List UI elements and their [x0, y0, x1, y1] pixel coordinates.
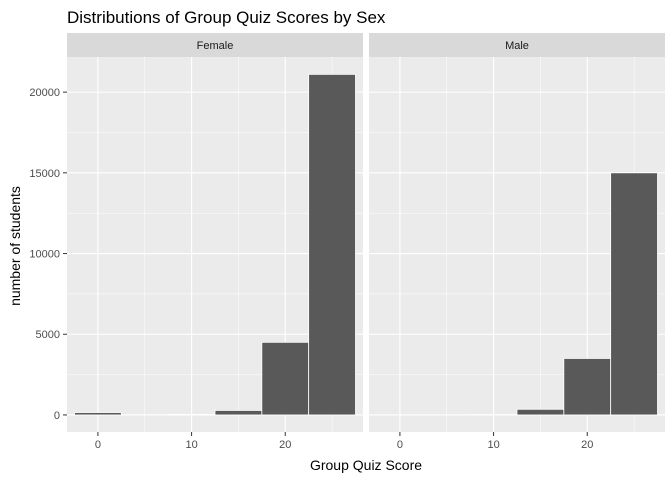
facet-strip-label: Female: [197, 40, 234, 52]
histogram-bar: [74, 412, 122, 416]
facet-panel-female: Female 0 10 20: [67, 33, 363, 451]
x-tick-label: 20: [279, 439, 291, 451]
y-axis-ticks: 0 5000 10000 15000 20000: [29, 87, 67, 422]
histogram-bar: [261, 341, 310, 416]
histogram-bar: [516, 408, 565, 416]
x-axis-title: Group Quiz Score: [310, 457, 422, 473]
x-tick-label: 10: [487, 439, 499, 451]
facet-strip: [67, 33, 363, 57]
facet-strip-label: Male: [505, 40, 529, 52]
y-tick-label: 0: [54, 410, 60, 422]
histogram-bar: [214, 410, 263, 416]
x-tick-label: 0: [397, 439, 403, 451]
histogram-bar: [167, 413, 216, 416]
facet-panel-male: Male 0 10 20: [369, 33, 665, 451]
histogram-bar: [308, 73, 356, 416]
y-tick-label: 5000: [36, 329, 60, 341]
facet-strip: [369, 33, 665, 57]
histogram-bar: [563, 358, 612, 416]
x-tick-label: 20: [581, 439, 593, 451]
histogram-bar: [610, 172, 658, 416]
x-tick-label: 10: [185, 439, 197, 451]
y-tick-label: 10000: [29, 249, 60, 261]
y-tick-label: 15000: [29, 168, 60, 180]
chart-title: Distributions of Group Quiz Scores by Se…: [67, 8, 386, 27]
y-tick-label: 20000: [29, 87, 60, 99]
facet-panels: Female 0 10 20 Male 0 10 20: [67, 33, 665, 451]
y-axis-title: number of students: [7, 186, 23, 306]
x-tick-label: 0: [95, 439, 101, 451]
